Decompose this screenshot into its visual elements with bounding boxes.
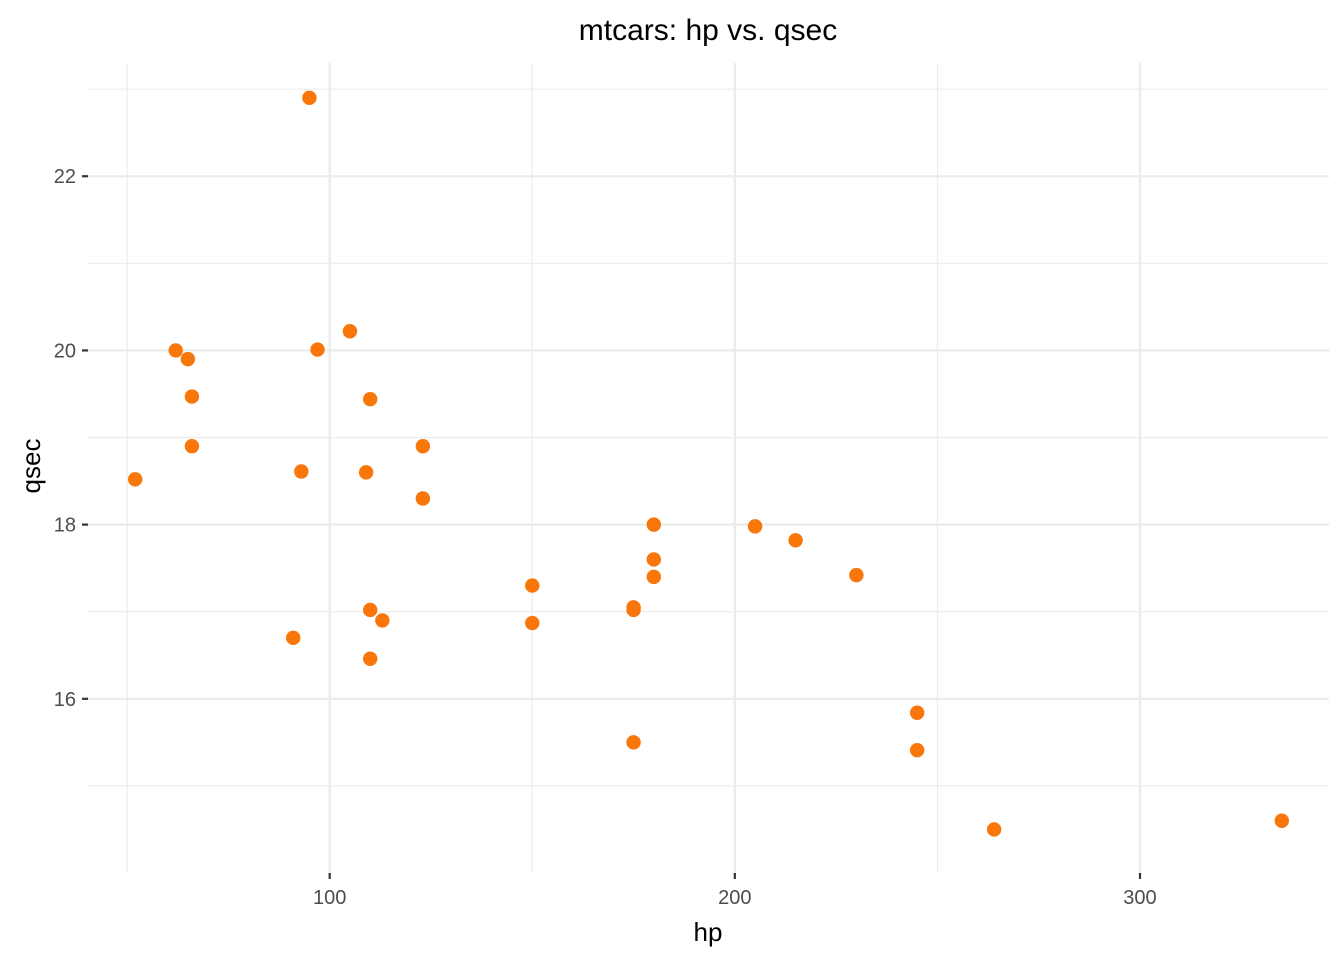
x-axis-title: hp (694, 917, 723, 947)
data-point (1274, 813, 1289, 828)
data-point (909, 705, 925, 720)
data-point (168, 343, 183, 358)
y-axis-title: qsec (16, 439, 46, 494)
y-tick-label: 20 (54, 340, 76, 362)
x-tick-label: 300 (1123, 887, 1156, 909)
data-point (525, 615, 540, 631)
tick-labels: 100 200 300 16 18 20 22 (54, 166, 1157, 909)
data-point (286, 630, 301, 646)
minor-gridlines (88, 63, 1329, 873)
y-tick-label: 16 (54, 689, 76, 711)
chart-title: mtcars: hp vs. qsec (579, 14, 837, 47)
data-point (849, 567, 864, 583)
data-point (294, 464, 309, 479)
data-point (375, 613, 390, 628)
data-point (358, 465, 374, 480)
x-tick-label: 100 (313, 887, 346, 909)
y-tick-label: 18 (54, 515, 76, 537)
data-point (646, 517, 662, 532)
data-point (747, 519, 763, 534)
data-point (415, 439, 431, 454)
data-point (362, 391, 378, 407)
data-point (180, 351, 196, 367)
data-point (184, 439, 200, 454)
data-point (415, 491, 431, 506)
data-point (646, 552, 662, 567)
axis-ticks (82, 175, 1142, 879)
data-point (184, 389, 200, 404)
data-point (986, 822, 1002, 837)
data-point (128, 472, 143, 487)
major-gridlines (88, 63, 1329, 873)
x-tick-label: 200 (718, 887, 751, 909)
data-point (362, 602, 378, 618)
data-point (909, 742, 925, 758)
data-point (302, 90, 317, 106)
data-point (362, 651, 378, 666)
y-tick-label: 22 (54, 166, 76, 188)
data-point (626, 735, 641, 750)
data-point (646, 569, 662, 585)
data-point (626, 600, 641, 615)
data-points (128, 90, 1289, 837)
data-point (310, 342, 325, 357)
data-point (342, 324, 358, 339)
data-point (525, 578, 540, 593)
data-point (788, 533, 803, 548)
